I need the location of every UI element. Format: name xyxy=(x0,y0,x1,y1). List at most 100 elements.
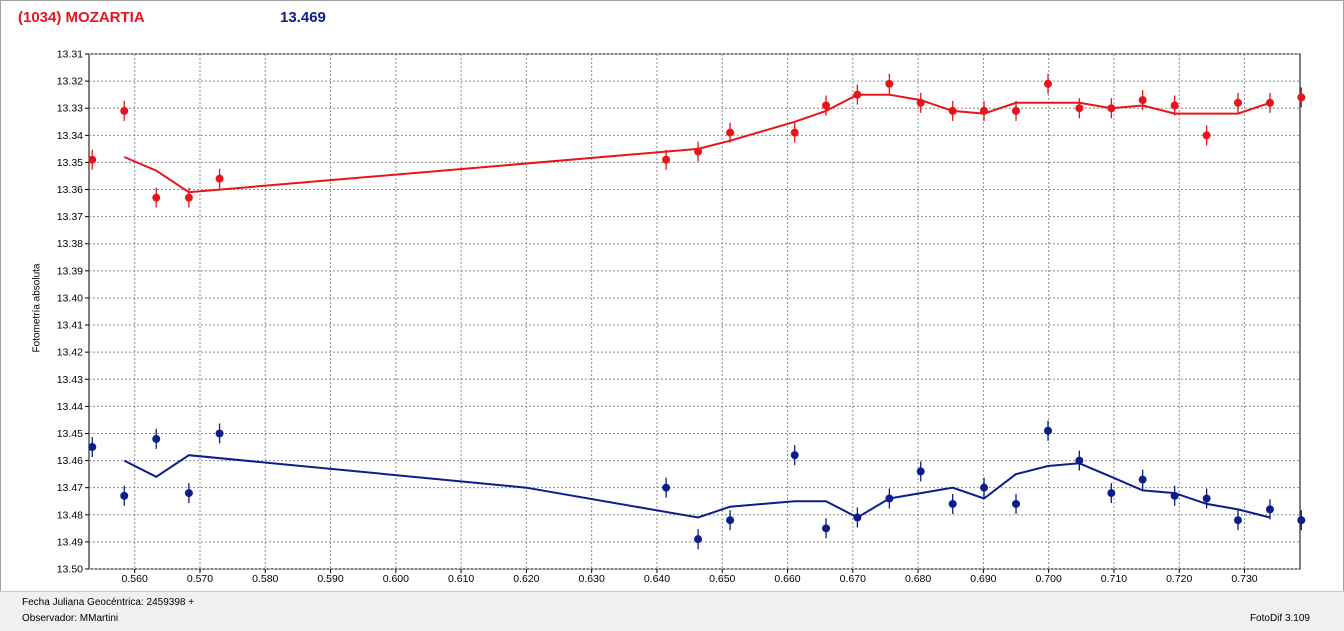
x-tick-label: 0.680 xyxy=(905,573,931,585)
data-point xyxy=(88,149,97,170)
point-marker xyxy=(120,106,129,115)
data-point xyxy=(1202,488,1211,509)
data-point xyxy=(1012,493,1021,514)
y-tick-label: 13.33 xyxy=(57,103,83,115)
point-marker xyxy=(980,483,989,492)
data-point xyxy=(885,73,894,94)
data-point xyxy=(215,168,224,189)
data-point xyxy=(980,100,989,121)
x-tick-label: 0.700 xyxy=(1036,573,1062,585)
data-point xyxy=(1297,510,1306,531)
data-point xyxy=(1138,90,1147,111)
point-marker xyxy=(1012,499,1021,508)
y-tick-label: 13.50 xyxy=(57,564,83,576)
data-point xyxy=(120,485,129,506)
point-marker xyxy=(215,429,224,438)
point-marker xyxy=(853,90,862,99)
point-marker xyxy=(790,128,799,137)
point-marker xyxy=(1297,93,1306,102)
data-point xyxy=(1265,499,1274,520)
data-point xyxy=(822,518,831,539)
data-point xyxy=(694,529,703,550)
x-tick-label: 0.710 xyxy=(1101,573,1127,585)
point-marker xyxy=(916,467,925,476)
point-marker xyxy=(822,524,831,533)
data-point xyxy=(853,507,862,528)
point-marker xyxy=(120,491,129,500)
data-point xyxy=(1075,450,1084,471)
y-tick-label: 13.39 xyxy=(57,265,83,277)
x-tick-label: 0.620 xyxy=(513,573,539,585)
data-points xyxy=(88,73,1306,550)
grid-lines xyxy=(89,53,1300,570)
point-marker xyxy=(1233,516,1242,525)
data-point xyxy=(1202,125,1211,146)
y-tick-label: 13.48 xyxy=(57,509,83,521)
data-point xyxy=(1233,92,1242,113)
data-point xyxy=(1107,483,1116,504)
point-marker xyxy=(184,489,193,498)
x-tick-label: 0.640 xyxy=(644,573,670,585)
x-tick-label: 0.580 xyxy=(252,573,278,585)
y-tick-label: 13.49 xyxy=(57,536,83,548)
point-marker xyxy=(662,155,671,164)
photometry-chart: 13.31 13.32 13.33 13.34 13.35 13.36 13.37 13.38… xyxy=(57,49,1306,585)
point-marker xyxy=(853,513,862,522)
data-point xyxy=(885,488,894,509)
data-point xyxy=(790,445,799,466)
data-point xyxy=(662,149,671,170)
point-marker xyxy=(1170,491,1179,500)
x-tick-label: 0.650 xyxy=(709,573,735,585)
x-tick-label: 0.590 xyxy=(317,573,343,585)
point-marker xyxy=(916,98,925,107)
data-point xyxy=(1297,87,1306,108)
data-point xyxy=(1138,469,1147,490)
data-point xyxy=(1170,485,1179,506)
y-tick-label: 13.42 xyxy=(57,347,83,359)
y-tick-label: 13.36 xyxy=(57,184,83,196)
y-tick-label: 13.41 xyxy=(57,320,83,332)
point-marker xyxy=(980,106,989,115)
point-marker xyxy=(1233,98,1242,107)
y-tick-labels: 13.31 13.32 13.33 13.34 13.35 13.36 13.37 13.38… xyxy=(57,49,89,576)
x-tick-label: 0.720 xyxy=(1166,573,1192,585)
data-point xyxy=(1044,73,1053,94)
point-marker xyxy=(215,174,224,183)
julian-date-label: Fecha Juliana Geocéntrica: 2459398 + xyxy=(22,597,195,608)
object-name: (1034) MOZARTIA xyxy=(18,9,145,26)
point-marker xyxy=(1202,494,1211,503)
point-marker xyxy=(1265,98,1274,107)
y-tick-label: 13.38 xyxy=(57,238,83,250)
data-point xyxy=(184,187,193,208)
data-point xyxy=(1044,420,1053,441)
data-point xyxy=(215,423,224,444)
y-tick-label: 13.44 xyxy=(57,401,83,413)
y-tick-label: 13.46 xyxy=(57,455,83,467)
point-marker xyxy=(885,494,894,503)
point-marker xyxy=(822,101,831,110)
x-tick-labels: 0.560 0.570 0.580 0.590 0.600 0.610 0.620 0.630… xyxy=(122,569,1258,585)
data-point xyxy=(1075,98,1084,119)
y-tick-label: 13.43 xyxy=(57,374,83,386)
data-point xyxy=(1170,95,1179,116)
point-marker xyxy=(152,193,161,202)
y-tick-label: 13.47 xyxy=(57,482,83,494)
point-marker xyxy=(184,193,193,202)
y-tick-label: 13.32 xyxy=(57,76,83,88)
data-point xyxy=(694,141,703,162)
data-point xyxy=(662,477,671,498)
data-point xyxy=(916,461,925,482)
point-marker xyxy=(726,516,735,525)
data-point xyxy=(1012,100,1021,121)
data-point xyxy=(184,483,193,504)
x-tick-label: 0.600 xyxy=(383,573,409,585)
observer-label: Observador: MMartini xyxy=(22,613,119,624)
data-point xyxy=(88,437,97,458)
x-tick-label: 0.690 xyxy=(970,573,996,585)
point-marker xyxy=(948,106,957,115)
x-tick-label: 0.610 xyxy=(448,573,474,585)
data-point xyxy=(120,100,129,121)
y-tick-label: 13.40 xyxy=(57,292,83,304)
point-marker xyxy=(726,128,735,137)
x-tick-label: 0.630 xyxy=(579,573,605,585)
